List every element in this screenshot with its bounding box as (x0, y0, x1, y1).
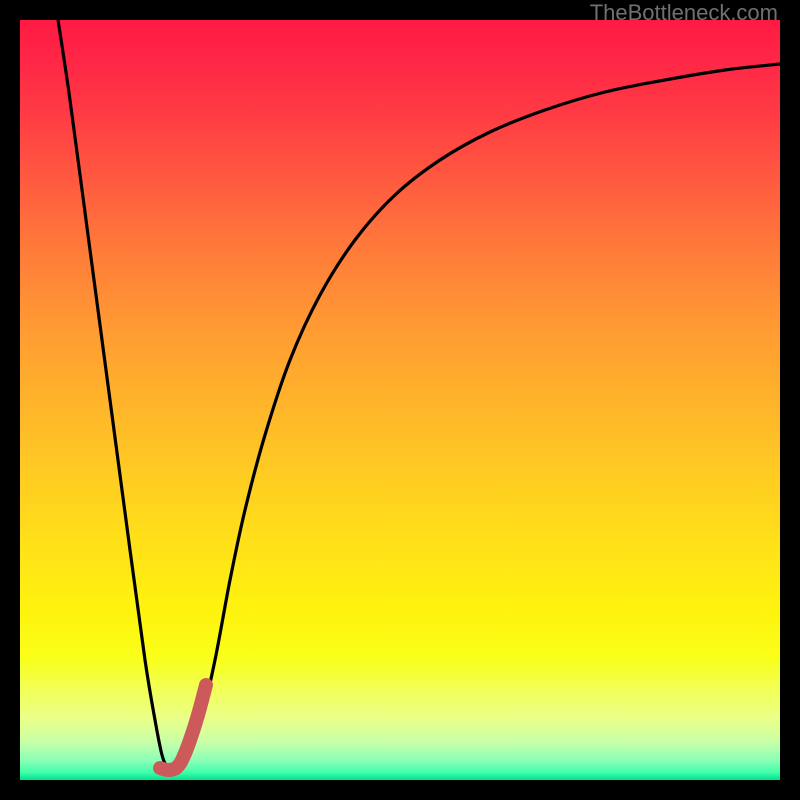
chart-container: TheBottleneck.com (0, 0, 800, 800)
plot-area (20, 20, 780, 780)
bottleneck-curve (58, 20, 780, 772)
watermark-text: TheBottleneck.com (590, 0, 778, 26)
curve-layer (20, 20, 780, 780)
highlight-segment (160, 685, 206, 770)
